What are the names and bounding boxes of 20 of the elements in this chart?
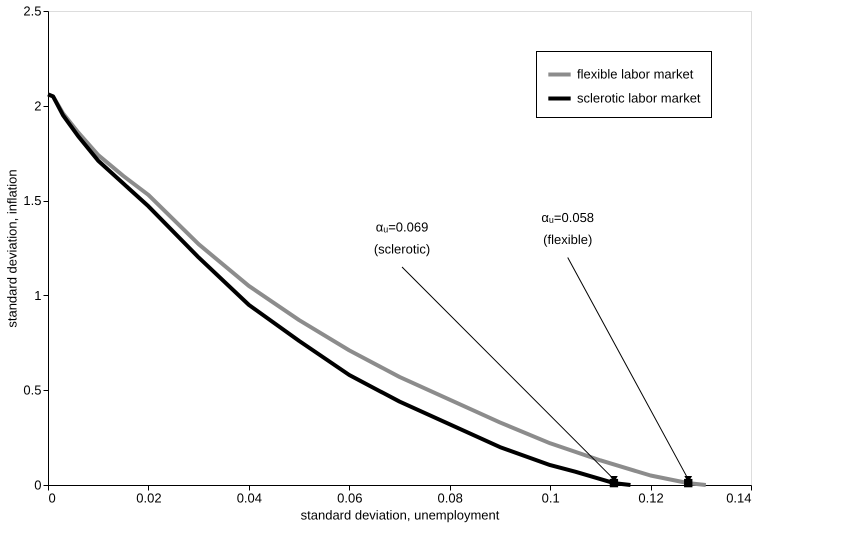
x-tick-label: 0.06	[337, 490, 362, 506]
y-tick-label: 0	[34, 478, 42, 492]
y-axis-title: standard deviation, inflation	[4, 169, 20, 328]
legend-label: flexible labor market	[577, 66, 694, 82]
x-tick-label: 0.14	[726, 490, 752, 506]
y-tick-label: 2	[34, 98, 42, 114]
legend-label: sclerotic labor market	[577, 90, 701, 106]
x-tick-label: 0.02	[136, 490, 162, 506]
annotation: αᵤ=0.058 (flexible)	[541, 210, 594, 248]
x-tick-label: 0.04	[236, 490, 262, 506]
y-tick-label: 1.5	[23, 193, 42, 208]
y-tick-label: 1	[34, 288, 42, 303]
x-tick-label: 0.12	[638, 490, 664, 506]
y-tick-label: 2.5	[23, 4, 42, 18]
y-tick-label: 0.5	[23, 382, 42, 398]
x-tick-label: 0.08	[438, 490, 463, 506]
annotation: αᵤ=0.069 (sclerotic)	[374, 220, 430, 257]
x-tick-label: 0	[48, 490, 56, 506]
x-tick-label: 0.1	[542, 490, 560, 506]
x-axis-title: standard deviation, unemployment	[300, 508, 500, 522]
